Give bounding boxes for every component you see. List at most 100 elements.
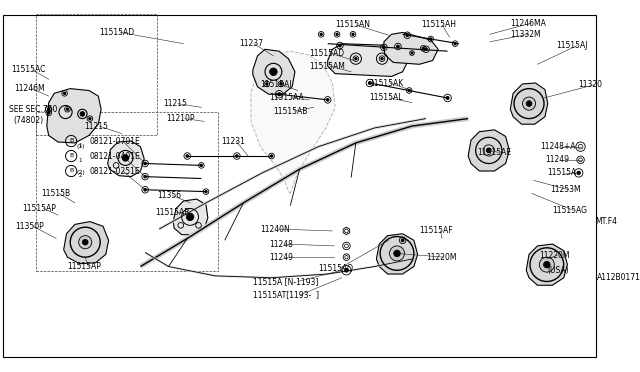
Text: 11220M: 11220M [426,253,456,262]
Text: 11515AL: 11515AL [369,93,403,102]
Circle shape [48,112,50,114]
Bar [36,112,218,271]
Text: 1: 1 [79,158,82,163]
Text: 08121-0251E: 08121-0251E [90,167,141,176]
Polygon shape [468,130,509,171]
Circle shape [336,33,338,35]
Circle shape [355,58,356,60]
Polygon shape [384,32,438,64]
Circle shape [89,118,91,119]
Circle shape [540,257,554,272]
Text: 11515AJ: 11515AJ [556,41,588,50]
Circle shape [63,92,65,94]
Text: 11515AN: 11515AN [335,20,370,29]
Circle shape [543,262,550,268]
Text: 11215: 11215 [84,122,108,131]
Text: 11515AB: 11515AB [273,107,308,116]
Circle shape [401,239,404,241]
Circle shape [522,97,536,110]
Circle shape [394,250,400,257]
Circle shape [205,190,207,193]
Text: 11249: 11249 [269,253,294,262]
Text: 11515AR: 11515AR [156,208,190,217]
Text: 11515AA: 11515AA [269,93,305,102]
Circle shape [422,47,424,49]
Circle shape [278,93,280,96]
Text: 11515AK: 11515AK [369,78,403,87]
Circle shape [144,189,147,191]
Circle shape [397,45,399,48]
Text: 1: 1 [79,143,82,148]
Text: A112B0171: A112B0171 [597,273,640,282]
Circle shape [236,155,238,157]
Circle shape [390,246,404,261]
Circle shape [144,163,147,165]
Circle shape [446,97,449,99]
Circle shape [79,235,92,249]
Circle shape [122,155,129,161]
Text: 11515AC: 11515AC [12,65,45,74]
Polygon shape [108,141,144,177]
Text: 11220M: 11220M [540,251,570,260]
Polygon shape [253,49,295,94]
Circle shape [186,213,194,221]
Text: 11515AH: 11515AH [421,20,456,29]
Circle shape [429,38,432,40]
Text: 2: 2 [79,173,82,178]
Text: 11515B: 11515B [41,189,70,198]
Circle shape [269,68,277,76]
Text: (USA): (USA) [548,266,570,275]
Text: 11253M: 11253M [550,185,581,194]
Polygon shape [526,244,568,285]
Text: 11240N: 11240N [260,225,290,234]
Polygon shape [173,199,208,235]
Text: 11246MA: 11246MA [510,19,546,28]
Circle shape [352,33,354,35]
Text: 11350P: 11350P [15,222,44,231]
Text: 11231: 11231 [221,137,245,145]
Circle shape [454,43,456,45]
Circle shape [339,44,341,47]
Text: 11515AF: 11515AF [419,227,453,235]
Circle shape [369,82,371,84]
Circle shape [381,58,383,60]
Polygon shape [328,44,407,77]
Text: (74802): (74802) [13,116,44,125]
Text: 11515A: 11515A [547,169,576,177]
Circle shape [486,148,491,153]
Text: (2): (2) [77,170,86,175]
Text: (1): (1) [77,144,85,149]
Text: 11515AP: 11515AP [22,204,56,213]
Polygon shape [251,51,335,193]
Text: 11515AT[1193-  ]: 11515AT[1193- ] [253,290,319,299]
Polygon shape [510,83,548,124]
Circle shape [200,164,202,166]
Text: 11515AD: 11515AD [309,48,344,58]
Text: 08121-0701E: 08121-0701E [90,137,141,145]
Circle shape [345,269,348,272]
Circle shape [280,83,282,85]
Text: 11515AG: 11515AG [552,206,588,215]
Text: 11515AM: 11515AM [309,62,345,71]
Text: 11210P: 11210P [166,114,195,123]
Circle shape [83,239,88,245]
Circle shape [526,101,532,106]
Circle shape [577,171,580,174]
Circle shape [47,108,50,110]
Circle shape [383,46,385,49]
Circle shape [425,48,427,51]
Circle shape [408,90,410,92]
Text: 11215: 11215 [163,99,187,108]
Circle shape [266,83,268,85]
Text: 11515AI: 11515AI [260,80,292,89]
Polygon shape [47,89,101,143]
Circle shape [406,34,408,36]
Text: 11356: 11356 [157,191,181,200]
Circle shape [144,176,147,178]
Polygon shape [63,222,109,264]
Circle shape [67,108,68,110]
Text: 11332M: 11332M [510,30,541,39]
Text: 11237: 11237 [239,39,263,48]
Text: 11515AD: 11515AD [99,28,134,37]
Text: MT.F4: MT.F4 [595,217,618,226]
